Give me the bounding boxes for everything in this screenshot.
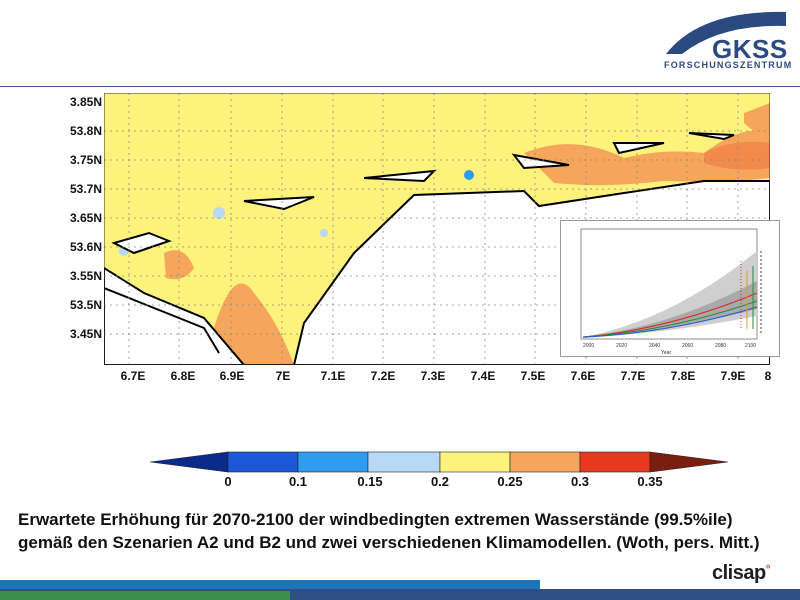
y-label: 53.5N xyxy=(69,298,102,312)
inset-plot: 2000 2020 2040 2060 2080 2100 Year xyxy=(580,228,762,356)
colorbar-segment xyxy=(297,451,369,473)
colorbar-label: 0.1 xyxy=(288,474,308,489)
x-label: 7.3E xyxy=(420,369,446,383)
logo-subtitle: FORSCHUNGSZENTRUM xyxy=(664,60,793,70)
header-divider xyxy=(0,86,800,87)
x-label: 7.6E xyxy=(570,369,596,383)
y-label: 3.75N xyxy=(69,153,102,167)
x-label: 7E xyxy=(275,369,291,383)
inset-year: 2000 xyxy=(583,343,594,349)
clisap-mark-icon: ° xyxy=(765,562,771,576)
y-label: 3.85N xyxy=(69,95,102,109)
colorbar-label: 0 xyxy=(224,474,232,489)
colorbar-label: 0.15 xyxy=(357,474,383,489)
inset-year: 2020 xyxy=(616,343,627,349)
inset-xlabel: Year xyxy=(661,350,671,356)
x-label: 7.8E xyxy=(670,369,696,383)
x-label: 6.8E xyxy=(170,369,196,383)
colorbar-segment xyxy=(367,451,441,473)
sea-level-inset-chart: 2000 2020 2040 2060 2080 2100 Year xyxy=(560,220,780,357)
inset-year: 2080 xyxy=(715,343,726,349)
colorbar-segment xyxy=(579,451,651,473)
x-label: 7.4E xyxy=(470,369,496,383)
y-label: 3.45N xyxy=(69,327,102,341)
gkss-logo xyxy=(666,11,786,54)
footer-bar-green xyxy=(0,591,290,600)
colorbar-max-arrow xyxy=(649,451,729,473)
x-label: 6.9E xyxy=(219,369,245,383)
logo-name: GKSS xyxy=(712,34,788,64)
inset-year: 2100 xyxy=(745,343,756,349)
colorbar-segment xyxy=(227,451,299,473)
x-label: 7.5E xyxy=(520,369,546,383)
slide-caption: Erwartete Erhöhung für 2070-2100 der win… xyxy=(18,510,760,552)
y-label: 3.55N xyxy=(69,269,102,283)
colorbar-segment xyxy=(439,451,511,473)
y-label: 53.7N xyxy=(69,182,102,196)
inset-year: 2060 xyxy=(682,343,693,349)
y-label: 3.65N xyxy=(69,211,102,225)
footer-bar-navy xyxy=(0,589,800,600)
colorbar-label: 0.3 xyxy=(570,474,590,489)
inset-year: 2040 xyxy=(649,343,660,349)
colorbar-label: 0.2 xyxy=(430,474,450,489)
y-label: 53.6N xyxy=(69,240,102,254)
clisap-logo: clisap° xyxy=(712,562,771,585)
clisap-wordmark: clisap xyxy=(712,562,766,584)
footer-bar-blue xyxy=(0,580,540,589)
colorbar-label: 0.25 xyxy=(497,474,523,489)
colorbar-label: 0.35 xyxy=(637,474,663,489)
y-label: 53.8N xyxy=(69,124,102,138)
colorbar-segment xyxy=(509,451,581,473)
x-label: 7.2E xyxy=(370,369,396,383)
colorbar-min-arrow xyxy=(150,451,229,473)
x-label: 8 xyxy=(764,369,772,383)
x-label: 6.7E xyxy=(120,369,146,383)
x-label: 7.7E xyxy=(620,369,646,383)
x-label: 7.1E xyxy=(320,369,346,383)
x-label: 7.9E xyxy=(720,369,746,383)
colorbar xyxy=(150,451,729,473)
